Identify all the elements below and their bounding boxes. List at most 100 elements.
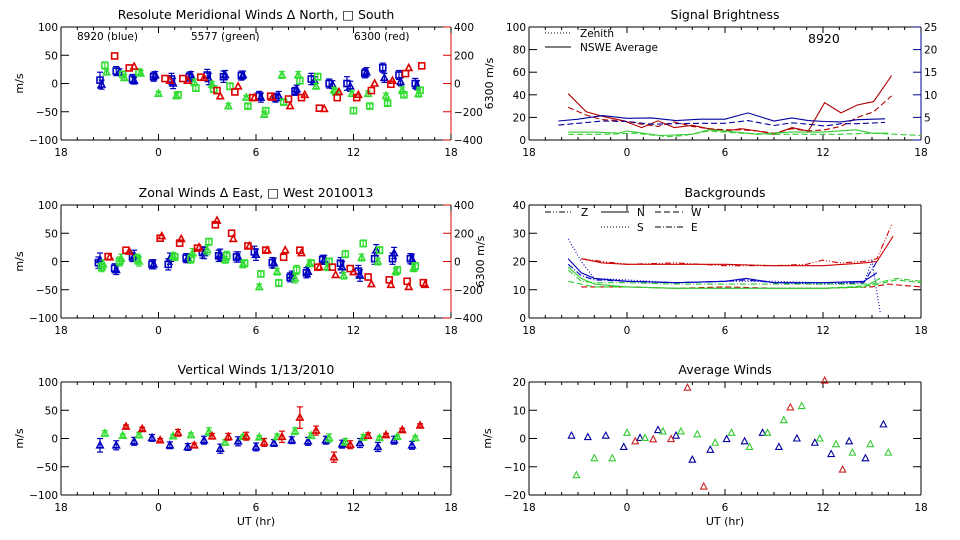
x-tick-label: 18 <box>54 502 67 514</box>
data-point-triangle <box>134 429 144 439</box>
x-tick-label: 18 <box>914 502 927 514</box>
data-point-triangle <box>640 433 650 441</box>
x-tick-label: 18 <box>54 325 67 337</box>
data-point-square <box>401 69 410 78</box>
data-point-square <box>226 82 234 91</box>
y-axis-label: m/s <box>13 428 26 448</box>
data-point-triangle <box>658 426 668 435</box>
data-point-triangle <box>631 436 640 445</box>
data-point-square <box>383 99 392 108</box>
data-point-triangle <box>223 100 233 110</box>
data-point-triangle <box>340 436 350 446</box>
x-tick-label: 0 <box>624 147 631 159</box>
data-point-triangle <box>324 432 334 442</box>
data-point-square <box>385 276 394 284</box>
data-point-triangle <box>329 451 339 461</box>
y-tick-label: 20 <box>513 112 526 124</box>
data-point-square <box>291 87 299 96</box>
data-point-triangle <box>386 279 396 289</box>
data-point-triangle <box>786 402 795 411</box>
data-point-square <box>170 253 179 261</box>
y2-tick-label: 10 <box>924 90 937 102</box>
series-line-5577-n <box>567 266 881 289</box>
y-tick-label: 0 <box>51 434 58 446</box>
y2-tick-label: 5 <box>924 112 931 124</box>
data-point-triangle <box>601 431 610 439</box>
data-point-triangle <box>269 437 279 447</box>
y-tick-label: 50 <box>45 405 58 417</box>
data-point-square <box>419 278 428 287</box>
data-point-triangle <box>176 233 186 243</box>
data-point-triangle <box>345 439 355 449</box>
data-point-triangle <box>745 442 754 451</box>
y-axis-label: m/s <box>13 73 26 93</box>
data-point-triangle <box>379 72 389 82</box>
data-point-triangle <box>699 481 708 490</box>
x-tick-label: 18 <box>522 502 535 514</box>
data-point-triangle <box>207 79 217 88</box>
data-point-triangle <box>635 433 645 441</box>
y-tick-label: 0 <box>519 135 526 147</box>
data-point-triangle <box>357 252 367 261</box>
data-point-square <box>196 73 205 81</box>
data-point-triangle <box>608 453 617 462</box>
data-point-square <box>175 239 184 247</box>
data-point-triangle <box>387 75 398 84</box>
data-point-triangle <box>572 470 581 479</box>
data-point-square <box>279 253 288 262</box>
data-point-square <box>192 84 200 92</box>
chart-title: Zonal Winds Δ East, □ West 2010013 <box>139 185 374 200</box>
series-line-6300-w <box>581 283 922 289</box>
data-point-square <box>296 76 304 85</box>
data-point-triangle <box>272 266 282 275</box>
data-point-square <box>164 260 173 269</box>
data-point-triangle <box>779 415 788 424</box>
data-point-square <box>222 252 231 260</box>
data-point-square <box>349 106 358 115</box>
data-point-square <box>110 52 119 60</box>
data-point-triangle <box>285 100 295 110</box>
data-point-square <box>122 246 130 254</box>
data-point-triangle <box>233 81 243 90</box>
x-tick-label: 6 <box>722 147 729 159</box>
y2-axis-label: 6300 m/s <box>474 235 487 287</box>
data-point-square <box>341 250 350 258</box>
data-point-square <box>118 70 127 79</box>
data-point-triangle <box>223 431 233 441</box>
data-point-square <box>388 254 397 263</box>
data-point-square <box>237 71 246 80</box>
data-point-triangle <box>838 464 847 473</box>
data-point-triangle <box>355 437 365 447</box>
data-point-square <box>307 259 316 267</box>
data-point-triangle <box>241 431 251 440</box>
data-point-triangle <box>153 88 164 97</box>
x-tick-label: 12 <box>347 325 360 337</box>
data-point-triangle <box>189 440 199 449</box>
data-point-triangle <box>706 445 715 453</box>
chart-title: Average Winds <box>678 362 771 377</box>
data-point-triangle <box>311 425 321 434</box>
y-tick-label: 10 <box>513 285 526 297</box>
y2-tick-label: −400 <box>454 135 483 147</box>
data-point-square <box>296 246 304 254</box>
data-point-triangle <box>124 246 134 255</box>
y-tick-label: 0 <box>519 434 526 446</box>
series-line-5577-w <box>568 279 922 289</box>
y2-tick-label: 400 <box>454 200 474 212</box>
data-point-triangle <box>111 440 121 449</box>
data-point-triangle <box>381 90 391 100</box>
y-tick-label: −50 <box>36 107 58 119</box>
y2-tick-label: 15 <box>924 67 937 79</box>
data-point-square <box>156 234 164 242</box>
data-point-square <box>261 246 270 254</box>
data-point-triangle <box>676 426 686 435</box>
series-line-6300-n <box>581 235 894 267</box>
x-tick-label: 18 <box>914 147 927 159</box>
data-point-square <box>135 68 143 76</box>
y-tick-label: 50 <box>45 50 58 62</box>
data-point-triangle <box>339 270 349 279</box>
data-point-triangle <box>228 233 238 243</box>
data-point-triangle <box>183 441 193 451</box>
